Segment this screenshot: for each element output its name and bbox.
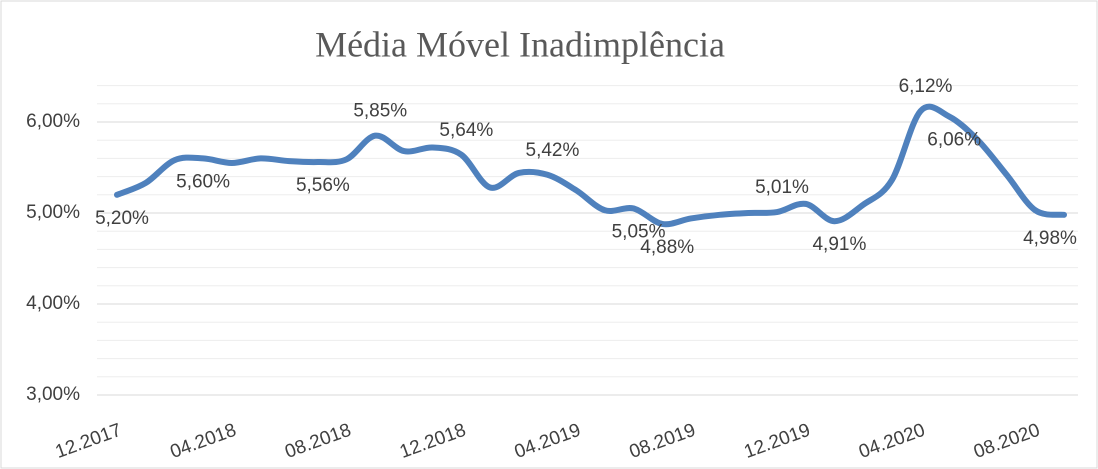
line — [114, 103, 1067, 228]
data-label: 4,91% — [812, 234, 866, 255]
data-label: 5,05% — [612, 221, 666, 242]
y-tick-label: 6,00% — [26, 111, 80, 132]
data-label: 5,42% — [526, 140, 580, 161]
data-label: 5,64% — [439, 120, 493, 141]
data-label: 5,20% — [95, 208, 149, 229]
y-tick-label: 3,00% — [26, 384, 80, 405]
data-label: 5,56% — [296, 175, 350, 196]
y-tick-label: 5,00% — [26, 202, 80, 223]
data-label: 5,85% — [353, 101, 407, 122]
data-label: 6,12% — [899, 76, 953, 97]
data-label: 4,98% — [1023, 228, 1077, 249]
data-label: 5,01% — [755, 177, 809, 198]
y-tick-label: 4,00% — [26, 293, 80, 314]
data-label: 6,06% — [927, 130, 981, 151]
data-label: 4,88% — [640, 237, 694, 258]
chart-title: Média Móvel Inadimplência — [315, 24, 725, 64]
data-label: 5,60% — [176, 171, 230, 192]
